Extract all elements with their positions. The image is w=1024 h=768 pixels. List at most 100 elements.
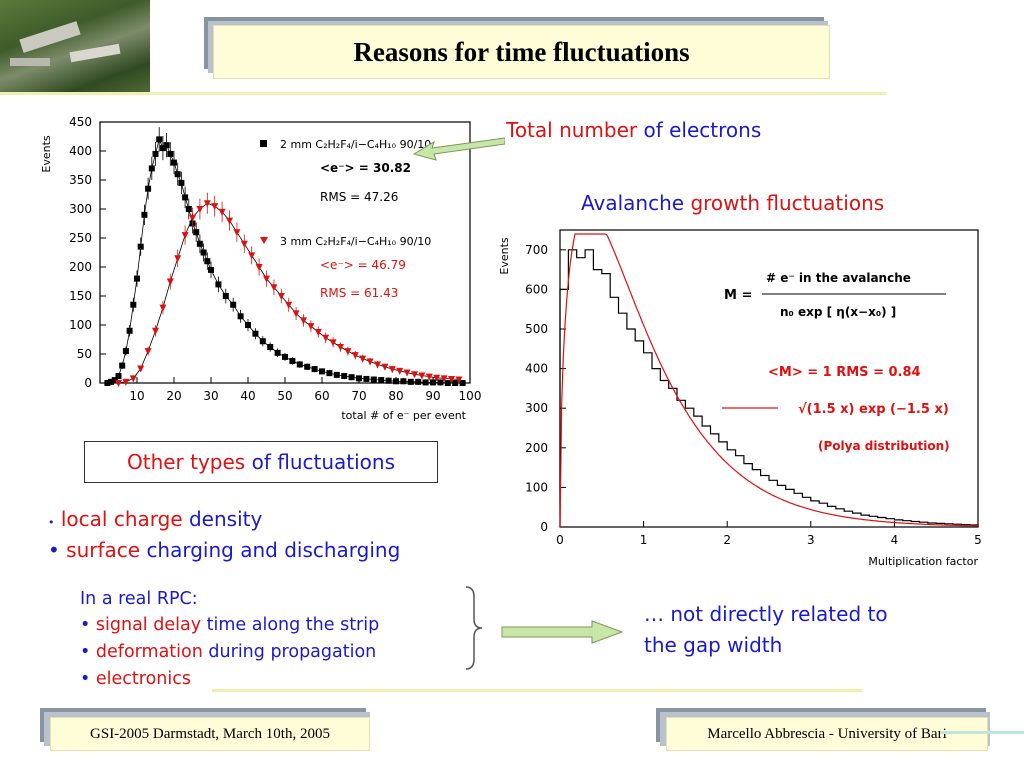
- footer-right: Marcello Abbrescia - University of Bari: [666, 717, 988, 751]
- series-1-point: [452, 380, 459, 386]
- legend-2-rms: RMS = 61.43: [320, 286, 398, 300]
- y-tick-label: 250: [69, 231, 92, 245]
- series-1-point: [430, 379, 436, 386]
- series-1-point: [326, 370, 333, 377]
- series-2-point: [351, 352, 359, 360]
- y-tick-label: 50: [77, 347, 92, 361]
- series-2-point: [292, 310, 300, 318]
- y-tick-label: 100: [69, 318, 92, 332]
- footer-right-text: Marcello Abbrescia - University of Bari: [707, 725, 947, 742]
- series-2-point: [263, 275, 270, 283]
- arrow-shape: [501, 620, 624, 644]
- series-2-point: [403, 369, 411, 377]
- series-1-point: [182, 194, 189, 201]
- y-tick-label: 150: [69, 289, 92, 303]
- series-1-point: [348, 374, 355, 381]
- x-tick-label: 60: [314, 389, 329, 403]
- series-1-point: [274, 349, 281, 356]
- y-axis-label: Events: [40, 135, 53, 173]
- series-1-point: [137, 243, 144, 250]
- series-2-point: [233, 229, 241, 237]
- bullet-local-charge: • local charge density: [48, 507, 262, 531]
- conclusion-line2: the gap width: [644, 633, 783, 657]
- electron-count-chart: 0 50 100 150 200 250 300 350 400 450 10 20 30 40 50 60 7…: [40, 115, 481, 422]
- series-1-point: [171, 159, 177, 166]
- series-1-point: [159, 145, 166, 152]
- rpc-bullet-signal: • signal delay time along the strip: [80, 615, 379, 635]
- series-2-point: [203, 200, 211, 208]
- y-tick-label: 400: [69, 144, 92, 158]
- series-2-point: [270, 284, 278, 292]
- series-1-point: [333, 371, 340, 378]
- fit-legend-name: (Polya distribution): [818, 439, 950, 453]
- series-2-point: [189, 214, 196, 222]
- series-1-point: [222, 293, 229, 299]
- series-2-point: [344, 348, 352, 356]
- gsi-photo: [0, 0, 150, 92]
- total-label-part1: Total number: [506, 118, 638, 142]
- series-1-point: [104, 380, 111, 386]
- series-1-point: [108, 378, 115, 385]
- x-tick-label: 70: [351, 389, 366, 403]
- x-tick-label: 80: [388, 389, 403, 403]
- series-1-point: [196, 240, 203, 247]
- series-1-point: [115, 373, 122, 380]
- x-tick-label: 0: [556, 533, 564, 547]
- series-2-point: [115, 380, 122, 387]
- rpc-bullet-deformation-part2: during propagation: [208, 642, 377, 662]
- series-1-point: [178, 179, 185, 186]
- y-tick-label: 0: [540, 520, 548, 534]
- series-1-point: [407, 378, 414, 385]
- series-2-point: [122, 378, 130, 386]
- series-1-point: [444, 380, 451, 386]
- series-1-point: [259, 338, 266, 345]
- series-1-point: [237, 313, 244, 320]
- y-tick-label: 700: [525, 243, 548, 257]
- avalanche-label-part1: Avalanche: [581, 191, 685, 215]
- bullet-surface-part2: charging and discharging: [146, 538, 401, 562]
- x-tick-label: 50: [277, 389, 292, 403]
- series-1-point: [204, 258, 211, 265]
- series-1-point: [152, 150, 159, 157]
- series-1-point: [141, 211, 148, 218]
- series-2-point: [152, 327, 159, 335]
- x-tick-label: 40: [240, 389, 255, 403]
- series-1-point: [311, 366, 318, 373]
- series-2-point: [248, 252, 256, 260]
- legend-2-gas: 3 mm C₂H₂F₄/i−C₄H₁₀ 90/10: [280, 235, 431, 248]
- series-1-point: [122, 348, 129, 355]
- x-tick-label: 5: [974, 533, 982, 547]
- series-2-point: [374, 361, 381, 369]
- footer-left-text: GSI-2005 Darmstadt, March 10th, 2005: [90, 725, 330, 742]
- bullet-dot: •: [48, 538, 60, 562]
- bullet-dot: •: [80, 615, 91, 635]
- series-2-point: [359, 355, 367, 363]
- y-tick-label: 0: [84, 376, 92, 390]
- multiplication-factor-chart: 0 100 200 300 400 500 600 700 0 1 2 3 4 5 Multiplicati…: [498, 229, 982, 568]
- other-types-box: Other types of fluctuations: [84, 441, 438, 483]
- series-1-point: [163, 142, 170, 149]
- series-1-point: [459, 380, 466, 386]
- legend-2-mean: <e⁻> = 46.79: [320, 258, 406, 272]
- series-2-point: [440, 375, 448, 383]
- series-2-point: [226, 217, 233, 225]
- plot-frame: [99, 121, 471, 384]
- rpc-bullet-deformation-part1: deformation: [95, 642, 203, 662]
- series-2-point: [137, 365, 145, 373]
- avalanche-label-part2: growth fluctuations: [690, 191, 885, 215]
- y-tick-label: 350: [69, 173, 92, 187]
- series-1-point: [267, 344, 274, 351]
- series-1-point: [126, 327, 133, 334]
- rpc-bullet-electronics-part1: electronics: [95, 669, 191, 689]
- series-1-point: [282, 353, 288, 360]
- legend-1-marker: [260, 140, 267, 147]
- y-tick-label: 500: [525, 322, 548, 336]
- arrow-to-legend: [412, 137, 505, 161]
- series-1-point: [393, 378, 399, 385]
- series-2-point: [329, 339, 337, 347]
- series-2-point: [166, 278, 174, 286]
- series-1-point: [422, 379, 429, 386]
- series-1-point: [296, 361, 303, 368]
- x-tick-label: 2: [723, 533, 731, 547]
- series-2-point: [277, 293, 285, 300]
